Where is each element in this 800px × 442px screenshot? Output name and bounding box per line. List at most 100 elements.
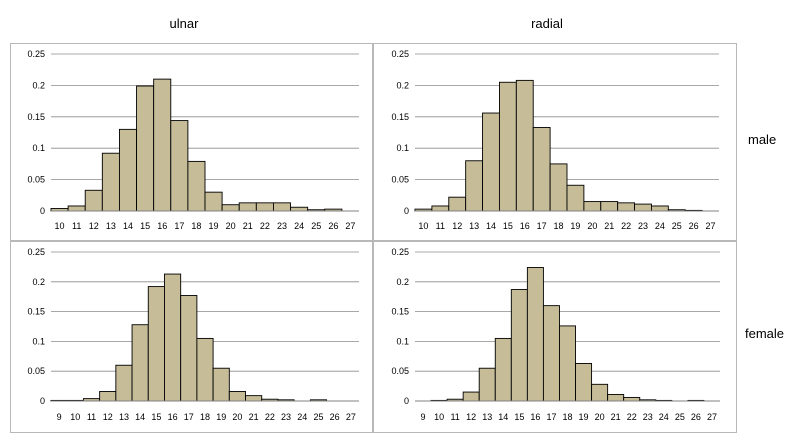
x-tick-label: 16: [168, 412, 178, 422]
x-tick-label: 26: [330, 412, 340, 422]
bar: [478, 367, 496, 402]
y-tick-label: 0.25: [391, 247, 409, 257]
y-tick-label: 0.1: [396, 143, 409, 153]
chart-ulnar-female: 0 0.05 0.1 0.15 0.2 0.25 9 10 11 12 13 14 15 16 17 18 19…: [27, 247, 359, 422]
bar: [650, 205, 669, 212]
x-tick-label: 10: [434, 412, 444, 422]
x-tick-label: 26: [689, 221, 699, 231]
column-title-radial: radial: [531, 16, 563, 31]
bar: [255, 202, 274, 212]
x-tick-label: 11: [87, 412, 96, 422]
bar: [462, 391, 480, 402]
bar: [566, 184, 585, 212]
chart-radial-female: 0 0.05 0.1 0.15 0.2 0.25 9 10 11 12 13 14 15 16 17 18 19…: [391, 247, 720, 422]
bar: [431, 205, 450, 212]
bar: [498, 81, 517, 212]
x-tick-label: 22: [621, 221, 631, 231]
x-tick-label: 14: [135, 412, 145, 422]
bar: [136, 85, 155, 212]
y-tick-label: 0.15: [391, 307, 409, 317]
x-tick-label: 26: [691, 412, 701, 422]
bar: [600, 201, 619, 212]
x-tick-label: 14: [486, 221, 496, 231]
x-tick-label: 21: [243, 221, 253, 231]
bar: [591, 383, 609, 402]
bar: [99, 391, 117, 402]
x-tick-label: 13: [469, 221, 479, 231]
x-tick-label: 16: [520, 221, 530, 231]
column-title-ulnar: ulnar: [169, 16, 199, 31]
row-title-female: female: [745, 326, 785, 341]
bar: [180, 295, 198, 402]
bar: [515, 79, 534, 212]
x-tick-label: 23: [643, 412, 653, 422]
x-tick-label: 20: [595, 412, 605, 422]
bar: [526, 267, 544, 402]
x-tick-label: 17: [537, 221, 547, 231]
bar: [221, 204, 240, 212]
x-tick-label: 19: [579, 412, 589, 422]
x-tick-label: 12: [89, 221, 99, 231]
x-tick-label: 17: [174, 221, 184, 231]
y-tick-label: 0.2: [396, 80, 409, 90]
x-tick-label: 24: [655, 221, 665, 231]
bar: [131, 324, 149, 402]
x-tick-label: 17: [546, 412, 556, 422]
x-tick-label: 18: [191, 221, 201, 231]
x-tick-label: 27: [707, 412, 717, 422]
x-tick-label: 25: [311, 221, 321, 231]
y-tick-label: 0.25: [391, 49, 409, 59]
bar: [164, 273, 182, 402]
x-tick-label: 13: [482, 412, 492, 422]
bar: [196, 337, 214, 402]
x-tick-label: 23: [638, 221, 648, 231]
y-tick-label: 0.2: [32, 80, 45, 90]
x-tick-label: 10: [55, 221, 65, 231]
bar: [84, 189, 103, 212]
x-tick-label: 15: [503, 221, 513, 231]
y-tick-label: 0.25: [27, 49, 45, 59]
y-tick-label: 0.2: [32, 277, 45, 287]
x-tick-label: 23: [277, 221, 287, 231]
bar: [465, 160, 484, 212]
x-tick-label: 25: [675, 412, 685, 422]
x-tick-label: 22: [260, 221, 270, 231]
x-tick-label: 18: [562, 412, 572, 422]
bar: [482, 112, 500, 212]
chart-panel-ulnar-male: 0 0.05 0.1 0.15 0.2 0.25 10 11 12 13 14 15 16 17 18 19 2…: [10, 43, 373, 241]
x-tick-label: 10: [418, 221, 428, 231]
bar: [575, 363, 593, 402]
bar: [623, 396, 641, 402]
bar: [448, 196, 467, 212]
x-tick-label: 12: [466, 412, 476, 422]
x-tick-label: 11: [72, 221, 81, 231]
x-tick-label: 23: [281, 412, 291, 422]
x-tick-label: 19: [209, 221, 219, 231]
row-title-male: male: [748, 132, 777, 147]
bar: [583, 201, 602, 212]
x-tick-label: 12: [103, 412, 113, 422]
x-tick-label: 21: [611, 412, 621, 422]
bar: [170, 120, 189, 212]
x-tick-label: 16: [530, 412, 540, 422]
x-tick-label: 27: [346, 412, 356, 422]
x-tick-label: 20: [226, 221, 236, 231]
x-tick-label: 19: [570, 221, 580, 231]
x-tick-label: 13: [119, 412, 129, 422]
y-tick-label: 0.2: [396, 277, 409, 287]
chart-ulnar-male: 0 0.05 0.1 0.15 0.2 0.25 10 11 12 13 14 15 16 17 18 19 2…: [27, 49, 359, 231]
x-tick-label: 20: [232, 412, 242, 422]
x-tick-label: 14: [123, 221, 133, 231]
y-tick-label: 0.25: [27, 247, 45, 257]
y-tick-label: 0.15: [27, 112, 45, 122]
bar: [228, 391, 246, 402]
bar: [510, 289, 528, 402]
x-tick-label: 24: [297, 412, 307, 422]
bar: [187, 160, 206, 212]
x-tick-label: 22: [265, 412, 275, 422]
bar: [549, 163, 568, 212]
x-tick-label: 15: [151, 412, 161, 422]
bar: [272, 202, 292, 212]
bar: [115, 364, 133, 402]
bar: [290, 206, 309, 212]
